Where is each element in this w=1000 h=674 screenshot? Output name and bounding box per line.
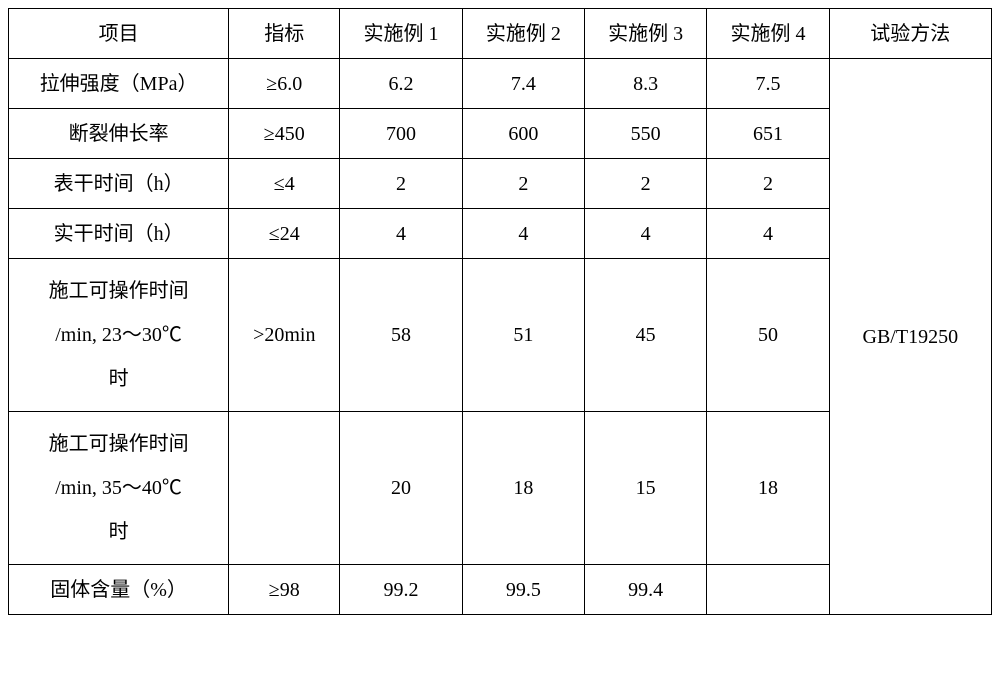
label-line: 时 xyxy=(109,521,129,543)
row-val: 4 xyxy=(462,209,584,259)
row-val: 4 xyxy=(584,209,706,259)
row-spec: ≥450 xyxy=(229,109,340,159)
col-header-ex3: 实施例 3 xyxy=(584,9,706,59)
row-val: 550 xyxy=(584,109,706,159)
row-label: 施工可操作时间 /min, 35～40℃ 时 xyxy=(9,412,229,565)
label-line: 施工可操作时间 xyxy=(49,280,189,302)
row-val: 99.5 xyxy=(462,565,584,615)
data-table: 项目 指标 实施例 1 实施例 2 实施例 3 实施例 4 试验方法 拉伸强度（… xyxy=(8,8,992,615)
label-line: /min, 23～30℃ xyxy=(55,324,182,346)
row-val: 651 xyxy=(707,109,829,159)
col-header-method: 试验方法 xyxy=(829,9,991,59)
row-val: 99.4 xyxy=(584,565,706,615)
row-spec xyxy=(229,412,340,565)
row-val: 58 xyxy=(340,259,462,412)
label-line: 施工可操作时间 xyxy=(49,433,189,455)
row-val: 8.3 xyxy=(584,59,706,109)
row-spec: ≥98 xyxy=(229,565,340,615)
row-val: 7.4 xyxy=(462,59,584,109)
row-val: 20 xyxy=(340,412,462,565)
row-val: 45 xyxy=(584,259,706,412)
row-val: 99.2 xyxy=(340,565,462,615)
method-cell: GB/T19250 xyxy=(829,59,991,615)
row-label: 断裂伸长率 xyxy=(9,109,229,159)
row-val: 2 xyxy=(707,159,829,209)
col-header-spec: 指标 xyxy=(229,9,340,59)
row-val xyxy=(707,565,829,615)
row-val: 18 xyxy=(707,412,829,565)
row-spec: ≤4 xyxy=(229,159,340,209)
label-line: /min, 35～40℃ xyxy=(55,477,182,499)
row-spec: ≤24 xyxy=(229,209,340,259)
row-val: 15 xyxy=(584,412,706,565)
row-val: 50 xyxy=(707,259,829,412)
row-spec: >20min xyxy=(229,259,340,412)
row-val: 18 xyxy=(462,412,584,565)
row-label: 拉伸强度（MPa） xyxy=(9,59,229,109)
col-header-project: 项目 xyxy=(9,9,229,59)
row-val: 4 xyxy=(707,209,829,259)
row-spec: ≥6.0 xyxy=(229,59,340,109)
row-val: 600 xyxy=(462,109,584,159)
row-val: 4 xyxy=(340,209,462,259)
row-val: 6.2 xyxy=(340,59,462,109)
row-val: 2 xyxy=(584,159,706,209)
row-val: 2 xyxy=(462,159,584,209)
table-row: 拉伸强度（MPa） ≥6.0 6.2 7.4 8.3 7.5 GB/T19250 xyxy=(9,59,992,109)
label-line: 时 xyxy=(109,368,129,390)
row-val: 700 xyxy=(340,109,462,159)
row-label: 固体含量（%） xyxy=(9,565,229,615)
col-header-ex2: 实施例 2 xyxy=(462,9,584,59)
col-header-ex4: 实施例 4 xyxy=(707,9,829,59)
table-header-row: 项目 指标 实施例 1 实施例 2 实施例 3 实施例 4 试验方法 xyxy=(9,9,992,59)
row-label: 施工可操作时间 /min, 23～30℃ 时 xyxy=(9,259,229,412)
row-val: 2 xyxy=(340,159,462,209)
col-header-ex1: 实施例 1 xyxy=(340,9,462,59)
row-label: 实干时间（h） xyxy=(9,209,229,259)
row-label: 表干时间（h） xyxy=(9,159,229,209)
row-val: 51 xyxy=(462,259,584,412)
row-val: 7.5 xyxy=(707,59,829,109)
